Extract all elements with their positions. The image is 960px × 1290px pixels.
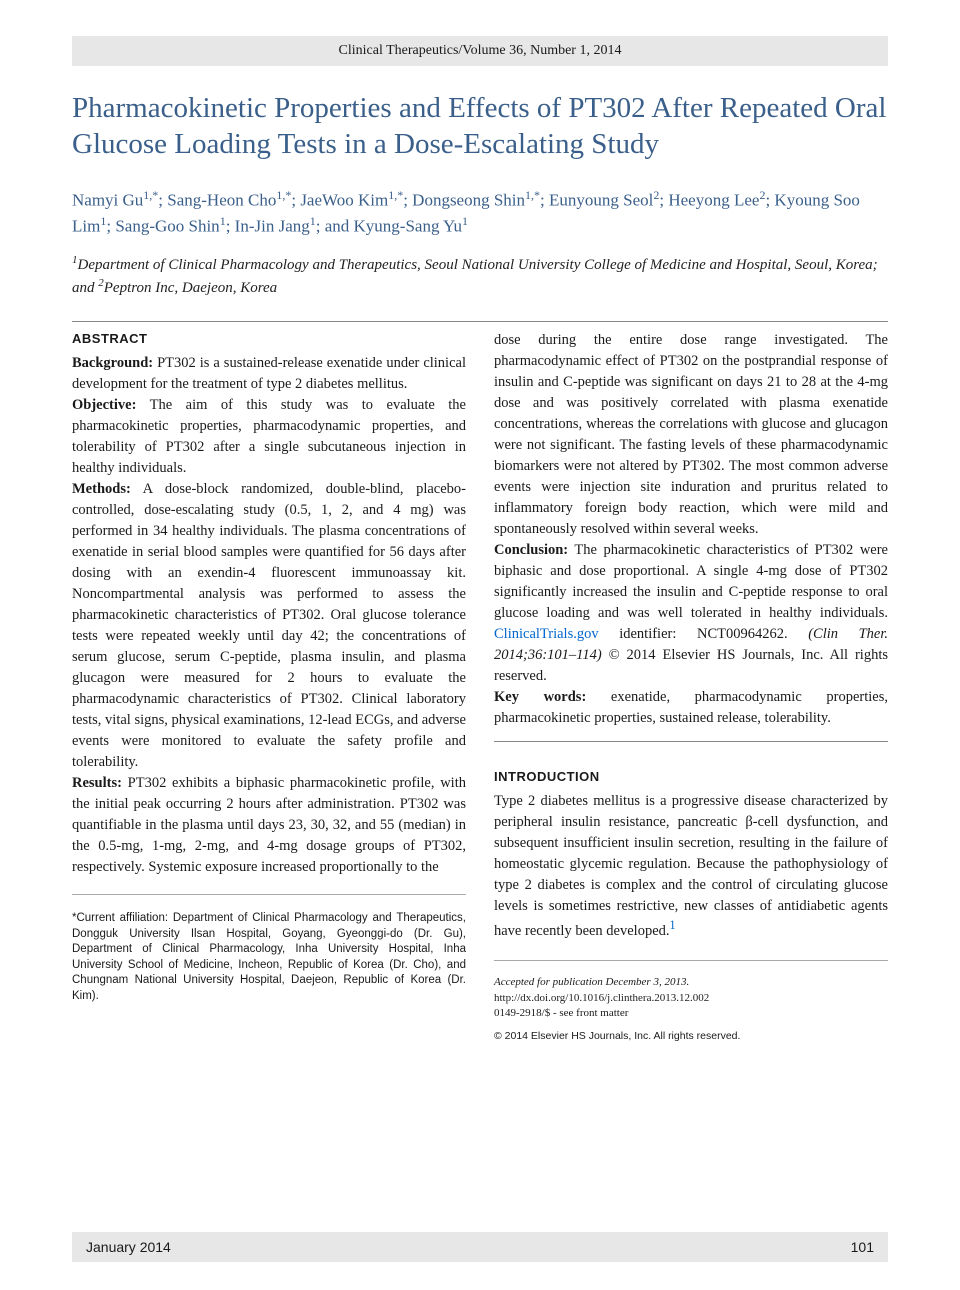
intro-text: Type 2 diabetes mellitus is a progressiv… [494,793,888,939]
journal-header-bar: Clinical Therapeutics/Volume 36, Number … [72,36,888,66]
author-list: Namyi Gu1,*; Sang-Heon Cho1,*; JaeWoo Ki… [72,187,888,240]
abstract-background: Background: PT302 is a sustained-release… [72,353,466,395]
abstract-conclusion: Conclusion: The pharmacokinetic characte… [494,540,888,687]
abstract-keywords: Key words: exenatide, pharmacodynamic pr… [494,687,888,729]
keywords-label: Key words: [494,689,586,705]
abstract-results-part2: dose during the entire dose range invest… [494,330,888,540]
bottom-copyright: © 2014 Elsevier HS Journals, Inc. All ri… [494,1029,888,1044]
article-title: Pharmacokinetic Properties and Effects o… [72,90,888,163]
abstract-heading: ABSTRACT [72,330,466,349]
issn-line: 0149-2918/$ - see front matter [494,1006,888,1021]
introduction-heading: INTRODUCTION [494,768,888,787]
page-footer-bar: January 2014 101 [72,1232,888,1262]
accepted-block: Accepted for publication December 3, 201… [494,975,888,1021]
doi-link[interactable]: http://dx.doi.org/10.1016/j.clinthera.20… [494,991,888,1006]
footnote-divider [72,894,466,895]
two-column-body: ABSTRACT Background: PT302 is a sustaine… [72,330,888,1044]
divider-mid [494,741,888,742]
methods-text: A dose-block randomized, double-blind, p… [72,481,466,770]
affiliation-list: 1Department of Clinical Pharmacology and… [72,253,888,299]
abstract-objective: Objective: The aim of this study was to … [72,395,466,479]
accepted-date: Accepted for publication December 3, 201… [494,975,888,990]
divider-top [72,321,888,322]
methods-label: Methods: [72,481,131,497]
author-footnote: *Current affiliation: Department of Clin… [72,911,466,1004]
results-text-1: PT302 exhibits a biphasic pharmacokineti… [72,775,466,875]
clinicaltrials-link[interactable]: ClinicalTrials.gov [494,626,599,642]
conclusion-label: Conclusion: [494,542,568,558]
registry-suffix: identifier: NCT00964262. [599,626,809,642]
journal-header-text: Clinical Therapeutics/Volume 36, Number … [339,43,622,58]
column-left: ABSTRACT Background: PT302 is a sustaine… [72,330,466,1044]
abstract-methods: Methods: A dose-block randomized, double… [72,479,466,773]
abstract-results-part1: Results: PT302 exhibits a biphasic pharm… [72,773,466,878]
footer-page-number: 101 [851,1239,874,1255]
column-right: dose during the entire dose range invest… [494,330,888,1044]
intro-ref-1[interactable]: 1 [670,918,676,932]
accepted-divider [494,960,888,961]
introduction-paragraph: Type 2 diabetes mellitus is a progressiv… [494,791,888,942]
results-label: Results: [72,775,122,791]
background-label: Background: [72,355,153,371]
objective-label: Objective: [72,397,136,413]
journal-page: Clinical Therapeutics/Volume 36, Number … [0,0,960,1290]
footer-month: January 2014 [86,1239,171,1255]
